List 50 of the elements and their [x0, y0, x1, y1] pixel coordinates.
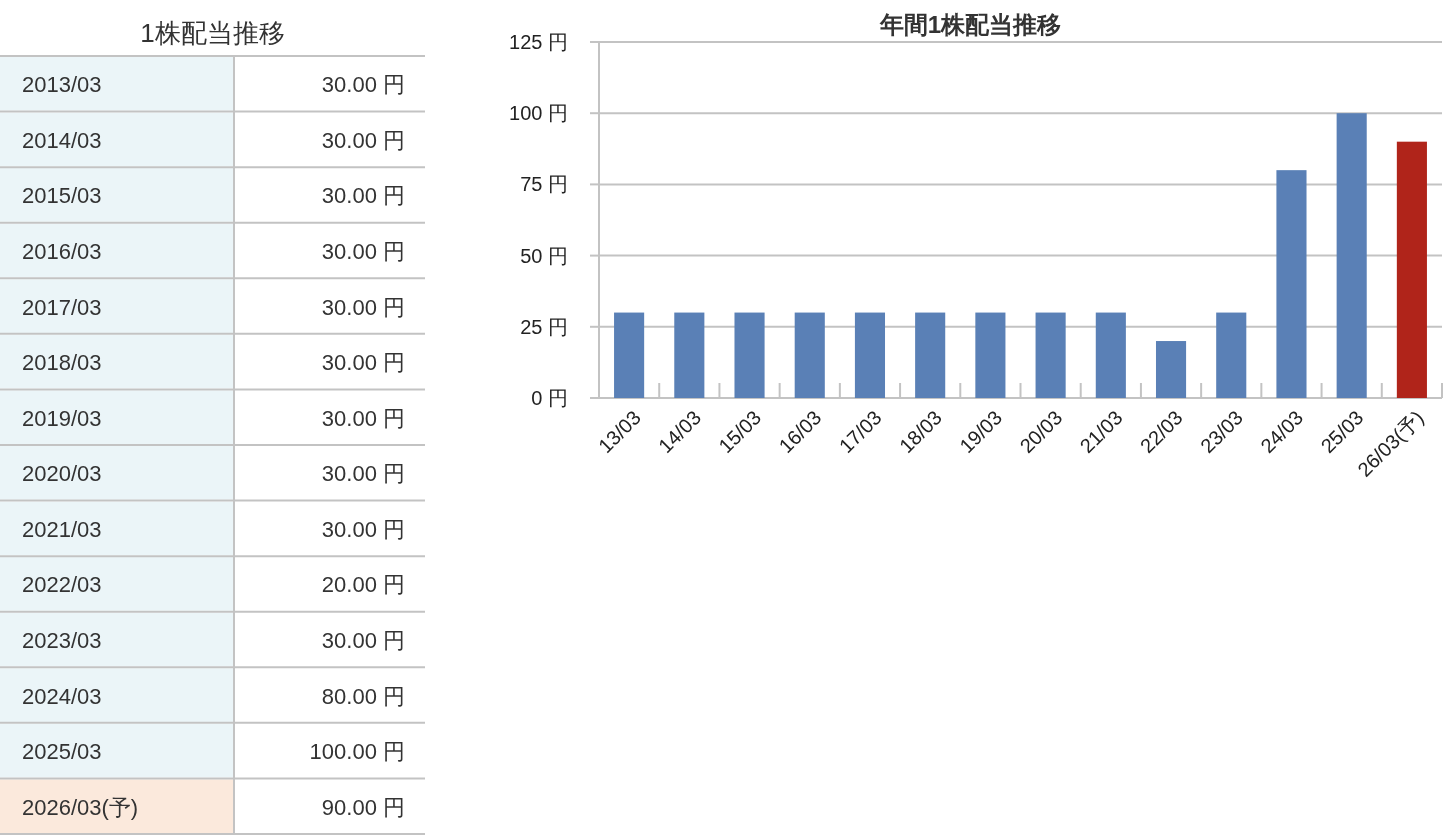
- y-tick-label: 75 円: [520, 173, 568, 196]
- row-label: 2019/03: [22, 405, 102, 431]
- bar: [1035, 312, 1066, 398]
- table-title: 1株配当推移: [140, 18, 285, 48]
- table-cell: 30.00 円: [321, 405, 405, 431]
- y-tick-label: 0 円: [531, 387, 568, 409]
- row-label: 2017/03: [22, 294, 102, 320]
- row-label: 2014/03: [22, 127, 102, 153]
- bar: [1396, 141, 1427, 398]
- table-cell: 30.00 円: [321, 127, 405, 153]
- table-cell: 80.00 円: [321, 683, 405, 709]
- table-cell: 30.00 円: [321, 72, 405, 98]
- table-cell: 30.00 円: [321, 628, 405, 653]
- row-label: 2018/03: [22, 350, 102, 376]
- bar: [1095, 312, 1126, 398]
- y-tick-label: 100 円: [509, 102, 568, 125]
- y-tick-label: 50 円: [520, 244, 568, 267]
- bar: [915, 312, 946, 398]
- bar: [614, 312, 645, 398]
- table-cell: 30.00 円: [321, 183, 405, 209]
- row-label: 2016/03: [22, 239, 102, 264]
- table-cell: 30.00 円: [321, 461, 405, 487]
- row-label: 2025/03: [22, 739, 102, 765]
- table-cell: 30.00 円: [321, 294, 405, 320]
- bar: [1216, 312, 1247, 398]
- row-label: 2023/03: [22, 628, 102, 653]
- bar: [975, 312, 1006, 398]
- table-cell: 90.00 円: [321, 794, 405, 820]
- bar: [1336, 113, 1367, 398]
- bar: [794, 312, 825, 398]
- table-cell: 30.00 円: [321, 516, 405, 542]
- row-label: 2022/03: [22, 572, 102, 598]
- row-label: 2024/03: [22, 683, 102, 709]
- table-cell: 100.00 円: [309, 739, 405, 765]
- row-label: 2026/03(予): [22, 794, 139, 820]
- table-cell: 20.00 円: [321, 572, 405, 598]
- row-label: 2021/03: [22, 516, 102, 542]
- y-tick-label: 125 円: [509, 31, 568, 53]
- bar: [854, 312, 886, 398]
- table-cell: 30.00 円: [321, 350, 405, 376]
- row-label: 2013/03: [22, 72, 102, 98]
- chart-title: 年間1株配当推移: [878, 10, 1062, 38]
- bar: [674, 312, 705, 398]
- y-tick-label: 25 円: [520, 315, 568, 338]
- bar: [734, 312, 765, 398]
- bar: [1276, 170, 1307, 398]
- row-label: 2015/03: [22, 183, 102, 209]
- table-cell: 30.00 円: [321, 239, 405, 264]
- row-label: 2020/03: [22, 461, 102, 487]
- bar: [1155, 341, 1187, 398]
